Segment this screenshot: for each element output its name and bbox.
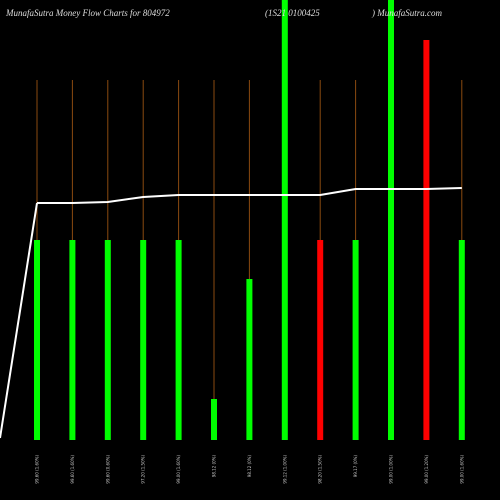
x-tick-label: 99.00 (1.60%) xyxy=(176,455,181,484)
bar xyxy=(104,240,111,440)
x-tick-label: 99.60 (1.60%) xyxy=(35,455,40,484)
bar xyxy=(317,240,324,440)
bar xyxy=(388,0,394,440)
x-tick-label: 97.20 (1.50%) xyxy=(141,455,146,484)
x-tick-label: 99.12 (1.00%) xyxy=(282,455,287,484)
bar xyxy=(458,240,465,440)
x-tick-label: 99.00 (1.20%) xyxy=(424,455,429,484)
line-start xyxy=(0,202,38,439)
bar xyxy=(69,240,76,440)
bar xyxy=(246,279,253,440)
x-tick-label: 99.00 (1.60%) xyxy=(459,455,464,484)
x-tick-label: 99.00 (1.00%) xyxy=(389,455,394,484)
bar xyxy=(281,0,288,440)
bar xyxy=(34,240,40,440)
x-tick-label: 98.20 (1.50%) xyxy=(318,455,323,484)
chart-title: MunafaSutra Money Flow Charts for 804972 xyxy=(5,8,170,18)
bar xyxy=(423,40,430,440)
x-tick-label: 99.17 (0%) xyxy=(353,455,358,478)
bar xyxy=(175,240,182,440)
line xyxy=(37,187,462,204)
x-tick-label: 99.60 (0.60%) xyxy=(105,455,110,484)
source: ) MunafaSutra.com xyxy=(371,8,442,18)
chart-subtitle: (1S21 0100425 xyxy=(265,8,320,18)
bar xyxy=(352,240,359,440)
x-tick-label: 99.60 (1.60%) xyxy=(70,455,75,484)
bar xyxy=(211,399,217,440)
marks xyxy=(0,0,465,440)
x-tick-label: 98.12 (0%) xyxy=(247,455,252,478)
x-tick-label: 98.12 (0%) xyxy=(212,455,217,478)
bar xyxy=(140,240,147,440)
